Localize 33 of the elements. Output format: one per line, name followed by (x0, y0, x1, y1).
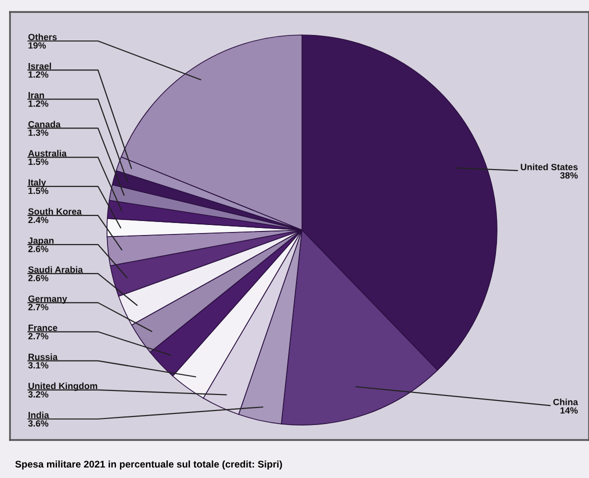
data-label: 19% (28, 42, 46, 49)
data-label: 3.6% (28, 420, 48, 427)
slice-label: China (553, 398, 578, 406)
data-label: 38% (560, 172, 578, 179)
data-label: 1.2% (28, 71, 48, 78)
data-label: 1.2% (28, 100, 48, 107)
slice-label: Iran (28, 92, 44, 98)
slice-label: Italy (28, 178, 46, 188)
slice-label: United States (520, 164, 578, 170)
data-label: 14% (560, 407, 578, 414)
slice-label: United Kingdom (28, 382, 98, 391)
slice-label: Saudi Arabia (28, 266, 83, 273)
slice-label: India (28, 412, 50, 418)
data-label: 3.2% (28, 391, 48, 398)
data-label: 1.5% (28, 188, 48, 194)
slice-label: Israel (28, 62, 51, 70)
data-label: 2.7% (28, 304, 48, 310)
slice-label: Others (28, 34, 57, 40)
data-label: 1.5% (28, 158, 48, 165)
slice-label: South Korea (28, 208, 82, 215)
data-label: 1.3% (28, 129, 48, 136)
data-label: 2.4% (28, 216, 48, 224)
data-label: 2.6% (28, 246, 48, 252)
slice-label: Russia (28, 353, 58, 360)
slice-label: Japan (28, 237, 54, 246)
data-label: 3.1% (28, 362, 48, 368)
data-label: 2.7% (28, 333, 48, 340)
slice-label: France (28, 324, 58, 331)
slice-label: Germany (28, 296, 68, 304)
text: Spesa militare 2021 in percentuale sul totale (credit: Sipri) (15, 460, 282, 470)
slice-label: Australia (28, 150, 67, 157)
slice-label: Canada (28, 120, 61, 128)
data-label: 2.6% (28, 274, 48, 282)
